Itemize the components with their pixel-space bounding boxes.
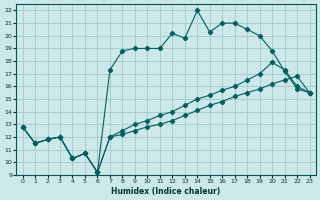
X-axis label: Humidex (Indice chaleur): Humidex (Indice chaleur) [111, 187, 221, 196]
